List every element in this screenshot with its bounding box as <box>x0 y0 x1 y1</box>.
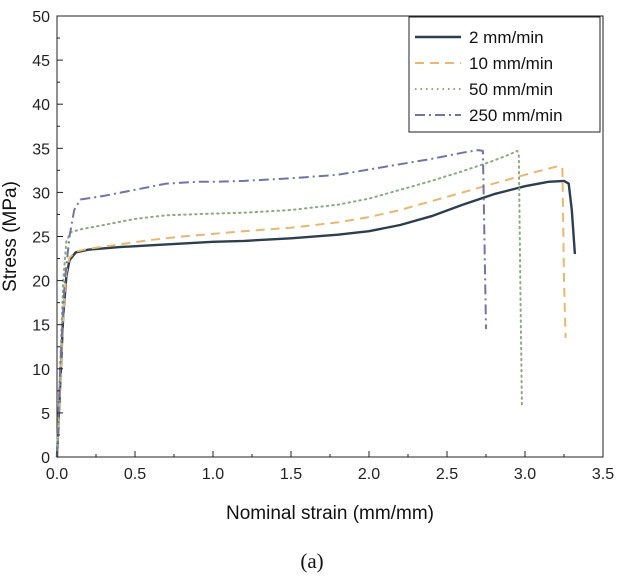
legend-label-1: 2 mm/min <box>469 28 544 47</box>
series-line-2 <box>56 164 567 458</box>
x-tick-label: 0.0 <box>46 466 68 483</box>
y-tick-label: 20 <box>32 274 50 291</box>
x-tick-label: 2.5 <box>436 466 458 483</box>
series-line-3 <box>56 149 523 458</box>
legend-label-2: 10 mm/min <box>469 54 553 73</box>
y-tick-label: 15 <box>32 318 50 335</box>
x-axis-title: Nominal strain (mm/mm) <box>226 503 434 524</box>
y-tick-label: 45 <box>32 53 50 70</box>
y-tick-label: 5 <box>41 406 50 423</box>
y-tick-label: 10 <box>32 362 50 379</box>
y-tick-label: 50 <box>32 9 50 26</box>
series-layer <box>55 149 577 458</box>
x-tick-label: 1.5 <box>280 466 302 483</box>
y-tick-label: 25 <box>32 230 50 247</box>
y-tick-label: 0 <box>41 450 50 467</box>
x-tick-label: 0.5 <box>124 466 146 483</box>
x-tick-label: 1.0 <box>202 466 224 483</box>
y-tick-label: 40 <box>32 97 50 114</box>
legend: 2 mm/min 10 mm/min 50 mm/min 250 mm/min <box>408 16 601 133</box>
y-axis-title: Stress (MPa) <box>0 181 21 292</box>
legend-label-4: 250 mm/min <box>469 106 563 125</box>
y-tick-label: 30 <box>32 185 50 202</box>
y-tick-label: 35 <box>32 141 50 158</box>
x-tick-label: 3.0 <box>514 466 536 483</box>
figure-caption: (a) <box>300 549 323 573</box>
legend-label-3: 50 mm/min <box>469 80 553 99</box>
x-tick-label: 2.0 <box>358 466 380 483</box>
series-line-4 <box>56 149 487 458</box>
x-tick-label: 3.5 <box>592 466 614 483</box>
series-line-1 <box>55 179 577 458</box>
